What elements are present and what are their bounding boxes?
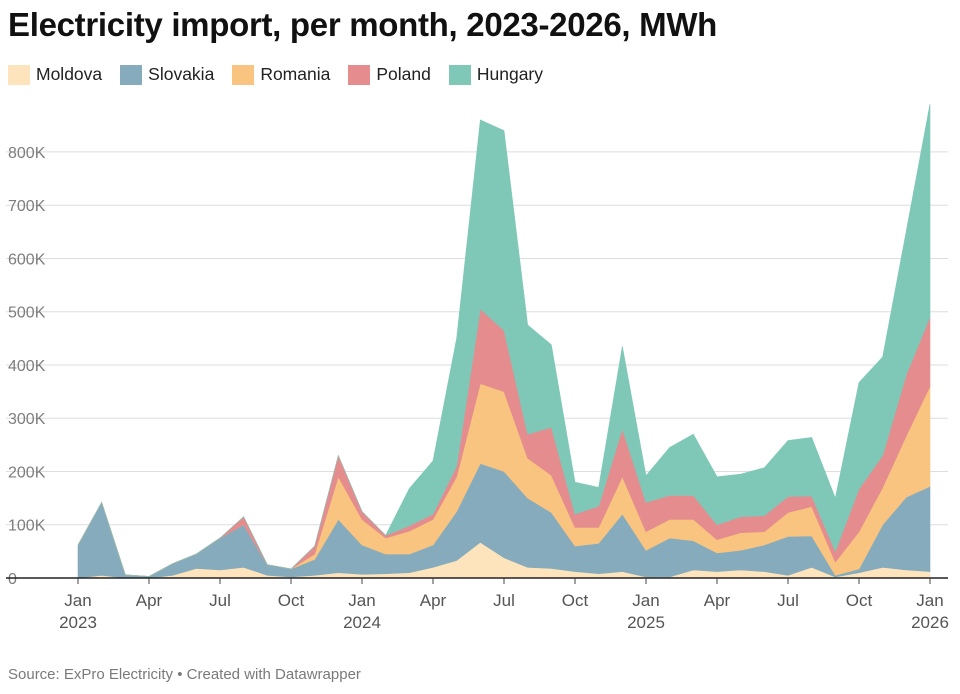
footer-source: Source: ExPro Electricity [8,666,174,683]
legend-swatch-romania [232,64,255,85]
legend-swatch-moldova [8,64,30,85]
x-tick-label: Oct [562,591,589,610]
y-tick-label: 500K [8,305,46,322]
x-tick-label: Jan [348,591,375,610]
y-tick-label: 0 [8,571,17,588]
legend-item-moldova: Moldova [8,64,102,85]
x-tick-label: Oct [846,591,873,610]
legend-label-hungary: Hungary [476,64,544,84]
legend-swatch-hungary [448,64,471,85]
chart-title: Electricity import, per month, 2023-2026… [8,6,718,43]
legend-item-poland: Poland [348,64,431,85]
y-tick-label: 400K [8,358,46,375]
x-tick-label: Jul [493,591,515,610]
x-tick-year-label: 2024 [343,613,381,632]
legend-label-romania: Romania [260,64,331,84]
legend-item-slovakia: Slovakia [120,64,214,85]
x-tick-label: Jul [777,591,799,610]
x-tick-label: Apr [420,591,447,610]
x-tick-label: Oct [278,591,305,610]
x-tick-year-label: 2025 [627,613,665,632]
x-tick-label: Jan [916,591,943,610]
footer-credit: Created with Datawrapper [186,666,361,683]
x-tick-label: Apr [704,591,731,610]
legend-item-hungary: Hungary [448,64,544,85]
y-tick-label: 100K [8,518,46,535]
x-tick-label: Apr [136,591,163,610]
y-tick-label: 200K [8,464,46,481]
footer: Source: ExPro Electricity • Created with… [8,666,361,683]
chart-legend: Moldova Slovakia Romania Poland Hungary [8,64,561,85]
area-series-hungary [77,103,931,577]
x-tick-year-label: 2026 [911,613,949,632]
legend-label-poland: Poland [376,64,431,84]
legend-swatch-poland [348,64,371,85]
y-tick-label: 600K [8,251,46,268]
x-tick-year-label: 2023 [59,613,97,632]
y-tick-label: 800K [8,145,46,162]
legend-swatch-slovakia [120,64,143,85]
legend-label-slovakia: Slovakia [148,64,215,84]
footer-separator: • [173,666,187,683]
x-tick-label: Jul [209,591,231,610]
y-tick-label: 700K [8,198,46,215]
legend-item-romania: Romania [232,64,330,85]
legend-label-moldova: Moldova [36,64,103,84]
x-tick-label: Jan [64,591,91,610]
y-tick-label: 300K [8,411,46,428]
x-tick-label: Jan [632,591,659,610]
